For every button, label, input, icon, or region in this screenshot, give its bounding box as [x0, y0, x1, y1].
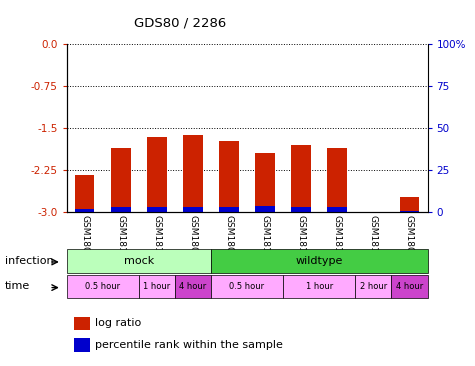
Text: 1 hour: 1 hour: [305, 282, 333, 291]
Bar: [183, 207, 203, 212]
Text: 4 hour: 4 hour: [396, 282, 423, 291]
Bar: [66, 249, 211, 273]
Text: log ratio: log ratio: [95, 318, 142, 328]
Bar: [355, 274, 391, 298]
Text: percentile rank within the sample: percentile rank within the sample: [95, 340, 283, 350]
Text: 0.5 hour: 0.5 hour: [85, 282, 120, 291]
Bar: [283, 274, 355, 298]
Bar: [111, 148, 131, 212]
Bar: [255, 153, 275, 212]
Bar: [399, 210, 419, 212]
Text: 4 hour: 4 hour: [179, 282, 207, 291]
Text: time: time: [5, 281, 30, 291]
Text: GDS80 / 2286: GDS80 / 2286: [134, 16, 227, 30]
Bar: [74, 317, 90, 330]
Bar: [75, 209, 95, 212]
Bar: [147, 137, 167, 212]
Text: 1 hour: 1 hour: [143, 282, 171, 291]
Bar: [219, 207, 239, 212]
Bar: [175, 274, 211, 298]
Text: infection: infection: [5, 256, 53, 266]
Bar: [75, 175, 95, 212]
Bar: [291, 145, 311, 212]
Bar: [255, 206, 275, 212]
Bar: [327, 148, 347, 212]
Bar: [111, 207, 131, 212]
Bar: [219, 141, 239, 212]
Bar: [74, 338, 90, 351]
Text: 0.5 hour: 0.5 hour: [229, 282, 265, 291]
Bar: [183, 135, 203, 212]
Bar: [399, 197, 419, 212]
Text: 2 hour: 2 hour: [360, 282, 387, 291]
Bar: [211, 249, 428, 273]
Bar: [211, 274, 283, 298]
Bar: [66, 274, 139, 298]
Bar: [291, 207, 311, 212]
Bar: [139, 274, 175, 298]
Bar: [391, 274, 428, 298]
Bar: [327, 207, 347, 212]
Text: mock: mock: [124, 256, 154, 266]
Bar: [147, 207, 167, 212]
Text: wildtype: wildtype: [295, 256, 343, 266]
